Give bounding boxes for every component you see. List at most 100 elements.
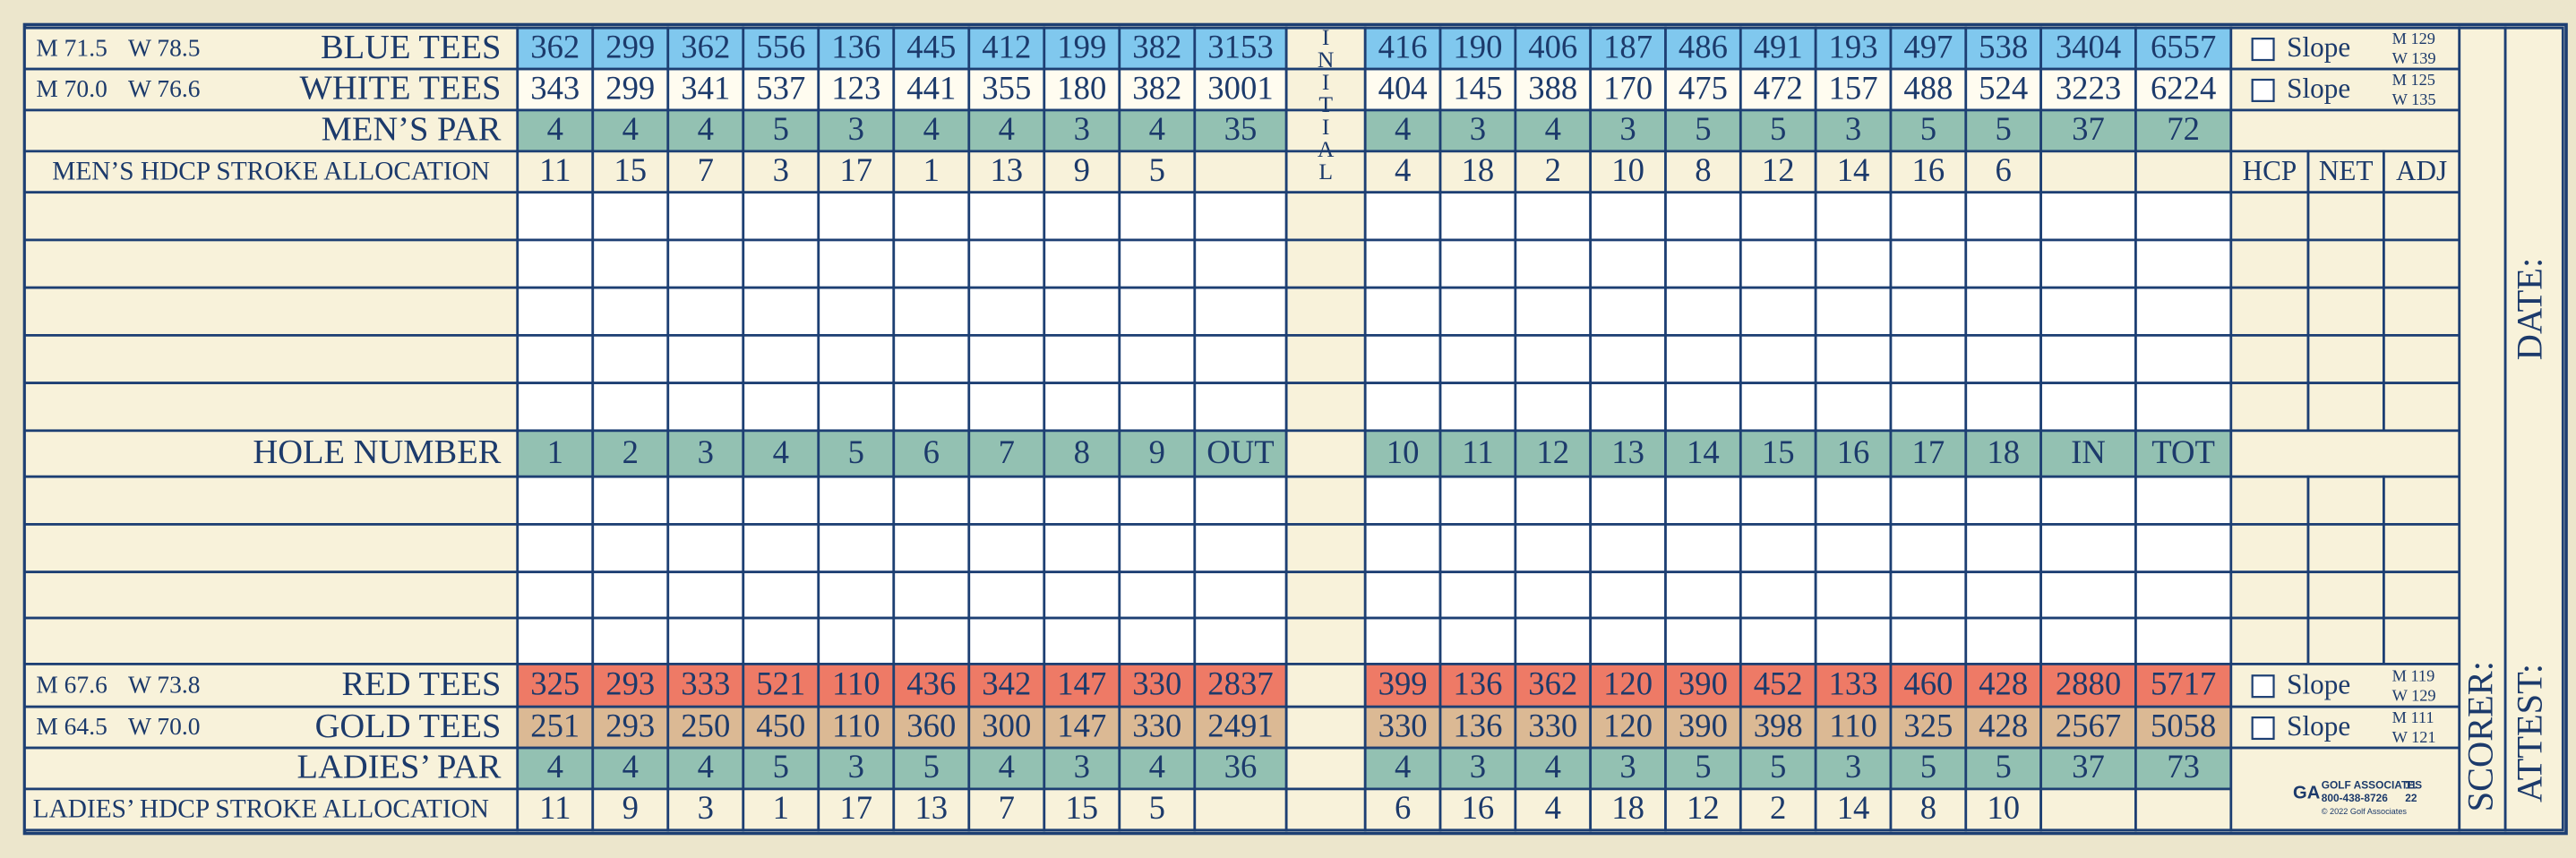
score-box (1589, 616, 1667, 665)
score-box (1118, 238, 1197, 289)
score-box (817, 616, 896, 665)
cell (1589, 787, 1667, 832)
score-box (516, 382, 595, 433)
par-label: LADIES’ PAR (297, 749, 502, 786)
front-cell-value: 17 (839, 789, 872, 826)
course-rating: W 76.6 (128, 74, 200, 102)
score-box (666, 382, 745, 433)
score-box (1514, 523, 1593, 574)
front-cell-value: 299 (605, 28, 655, 64)
score-box (591, 334, 670, 384)
score-summary-box (2229, 286, 2310, 337)
score-box (1193, 191, 1288, 242)
front-cell-value: 11 (539, 789, 571, 826)
score-box (2134, 523, 2233, 574)
back-cell-value: 4 (1395, 151, 1411, 188)
back-cell-value: 3 (1470, 110, 1486, 147)
front-cell-value: 9 (623, 789, 639, 826)
front-cell-value: 362 (530, 28, 580, 64)
score-box (742, 286, 820, 337)
front-cell-value: 3 (773, 151, 789, 188)
back-cell-value: 398 (1754, 707, 1803, 743)
score-summary-box (2306, 238, 2385, 289)
score-box (2039, 571, 2137, 620)
score-box (1438, 286, 1517, 337)
front-cell-value: 3 (848, 748, 864, 785)
score-box (1193, 616, 1288, 665)
cell (2039, 787, 2137, 832)
logo-code: 22 (2405, 792, 2417, 804)
back-cell-value: 190 (1453, 28, 1502, 64)
front-cell-value: 1 (923, 151, 940, 188)
tot-value: 5717 (2151, 665, 2216, 702)
score-box (1118, 286, 1197, 337)
score-box (1739, 238, 1817, 289)
score-box (1589, 286, 1667, 337)
score-summary-box (2383, 334, 2461, 384)
initial-cell (1284, 616, 1367, 665)
course-rating: W 70.0 (128, 712, 200, 740)
score-box (1739, 334, 1817, 384)
score-summary-box (2306, 382, 2385, 433)
cell (591, 429, 670, 478)
back-cell-value: 12 (1536, 433, 1569, 470)
score-box (1438, 571, 1517, 620)
front-cell-value: 5 (1149, 151, 1165, 188)
score-box (1514, 475, 1593, 526)
course-rating: W 73.8 (128, 670, 200, 698)
tee-label: GOLD TEES (315, 708, 502, 745)
score-box (1043, 523, 1121, 574)
slope-cell (2229, 429, 2461, 478)
score-box (967, 334, 1046, 384)
score-box (817, 334, 896, 384)
front-cell-value: 343 (530, 69, 580, 106)
score-summary-box (2229, 616, 2310, 665)
cell (1193, 150, 1288, 194)
score-box (591, 191, 670, 242)
front-cell-value: 5 (848, 433, 864, 470)
back-cell-value: 8 (1920, 789, 1936, 826)
score-box (1363, 475, 1442, 526)
back-cell-value: 5 (1695, 748, 1711, 785)
back-cell-value: 14 (1687, 433, 1720, 470)
score-box (1043, 616, 1121, 665)
back-cell-value: 330 (1528, 707, 1577, 743)
score-box (1589, 475, 1667, 526)
front-cell-value: 13 (914, 789, 948, 826)
score-box (2039, 191, 2137, 242)
date-label: DATE: (2510, 258, 2550, 360)
score-box (1589, 334, 1667, 384)
score-box (892, 382, 971, 433)
front-cell-value: 3 (1074, 748, 1090, 785)
score-summary-box (2383, 191, 2461, 242)
score-summary-box (2229, 475, 2310, 526)
score-box (1964, 523, 2042, 574)
score-box (892, 523, 971, 574)
back-cell-value: 136 (1453, 665, 1502, 702)
score-box (1043, 334, 1121, 384)
score-box (967, 286, 1046, 337)
hdcp-label: LADIES’ HDCP STROKE ALLOCATION (33, 794, 489, 823)
tee-label: RED TEES (342, 665, 502, 703)
score-box (2039, 286, 2137, 337)
cell (1438, 429, 1517, 478)
score-box (516, 238, 595, 289)
front-cell-value: 199 (1057, 28, 1106, 64)
score-box (817, 475, 896, 526)
score-box (666, 286, 745, 337)
logo-cell (2229, 746, 2461, 832)
back-cell-value: 4 (1395, 748, 1411, 785)
back-cell-value: 5 (1920, 110, 1936, 147)
score-box (817, 523, 896, 574)
score-box (1118, 191, 1197, 242)
cell (1193, 26, 1288, 71)
score-box (1889, 523, 1968, 574)
score-box (1664, 286, 1742, 337)
front-cell-value: 1 (547, 433, 563, 470)
front-cell-value: 9 (1149, 433, 1165, 470)
score-box (1193, 238, 1288, 289)
back-cell-value: 330 (1378, 707, 1428, 743)
score-box (1438, 382, 1517, 433)
front-cell-value: 15 (1065, 789, 1098, 826)
